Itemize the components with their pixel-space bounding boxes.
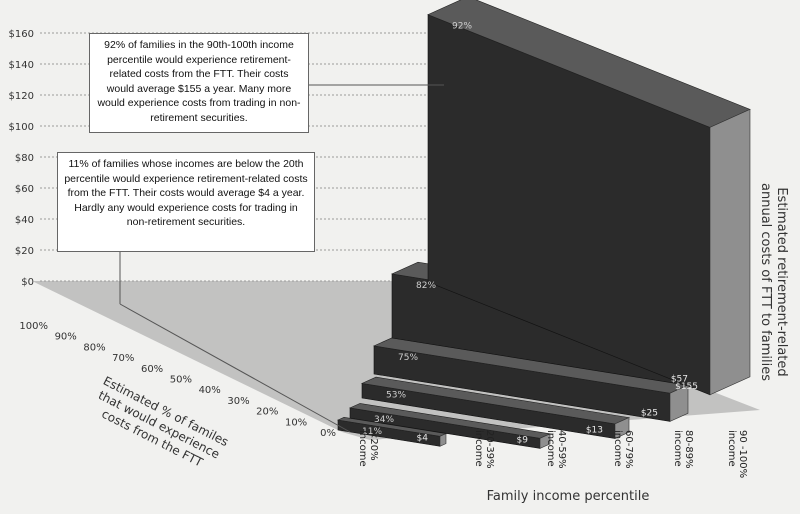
category-label-line: 60-79% xyxy=(623,430,634,469)
bar-side xyxy=(709,108,751,396)
depth-tick-label: 90% xyxy=(55,332,77,343)
value-label: $57 xyxy=(671,374,688,384)
bar-side xyxy=(614,417,630,439)
percent-label: 92% xyxy=(452,22,472,32)
category-label: 60-79%income xyxy=(612,430,634,469)
category-label-line: 90 -100% xyxy=(737,430,748,478)
value-label: $9 xyxy=(517,435,529,445)
percent-label: 53% xyxy=(386,390,406,400)
depth-tick-label: 0% xyxy=(320,428,336,439)
depth-tick-label: 30% xyxy=(227,396,249,407)
category-label-line: income xyxy=(726,430,737,467)
y-tick-label: $140 xyxy=(9,60,34,71)
bar-side xyxy=(439,433,447,447)
y-tick-label: $160 xyxy=(9,29,34,40)
category-label-line: income xyxy=(357,430,368,467)
percent-label: 75% xyxy=(398,353,418,363)
annotation-bottom: 11% of families whose incomes are below … xyxy=(57,152,315,252)
depth-tick-label: 100% xyxy=(19,321,48,332)
y-axis-title-line: annual costs of FTT to families xyxy=(758,183,773,381)
y-tick-label: $60 xyxy=(15,184,34,195)
callout-leader-bottom-diag xyxy=(119,303,351,433)
y-tick-label: $40 xyxy=(15,215,34,226)
depth-tick-label: 50% xyxy=(170,375,192,386)
percent-label: 34% xyxy=(374,415,394,425)
category-label-line: income xyxy=(545,430,556,467)
depth-tick-label: 60% xyxy=(141,364,163,375)
labels: $411%$934%$1353%$2575%$5782%$15592%<20%i… xyxy=(119,22,748,478)
depth-tick-label: 70% xyxy=(112,353,134,364)
bars xyxy=(336,0,751,449)
value-label: $4 xyxy=(417,433,429,443)
depth-tick-label: 40% xyxy=(199,385,221,396)
bar-side xyxy=(669,384,689,422)
y-tick-label: $100 xyxy=(9,122,34,133)
category-label-line: income xyxy=(672,430,683,467)
y-tick-label: $0 xyxy=(21,277,34,288)
category-label-line: <20% xyxy=(368,430,379,461)
annotation-top: 92% of families in the 90th-100th income… xyxy=(89,33,309,133)
percent-label: 82% xyxy=(416,281,436,291)
category-label-line: 40-59% xyxy=(556,430,567,469)
category-label: <20%income xyxy=(357,430,379,467)
bar-side xyxy=(539,433,551,449)
value-label: $13 xyxy=(586,425,603,435)
y-tick-label: $80 xyxy=(15,153,34,164)
percent-label: 11% xyxy=(362,427,382,437)
y-axis-title-line: Estimated retirement-related xyxy=(774,187,789,376)
depth-tick-label: 20% xyxy=(256,407,278,418)
depth-tick-label: 80% xyxy=(83,342,105,353)
category-label-line: income xyxy=(473,430,484,467)
category-label-line: 80-89% xyxy=(683,430,694,469)
category-label-line: income xyxy=(612,430,623,467)
y-tick-label: $20 xyxy=(15,246,34,257)
x-axis-title: Family income percentile xyxy=(487,489,650,504)
category-label: 20-39%income xyxy=(473,430,495,469)
value-label: $155 xyxy=(675,382,698,392)
category-label: 90 -100%income xyxy=(726,430,748,478)
category-label: 40-59%income xyxy=(545,430,567,469)
category-label: 80-89%income xyxy=(672,430,694,469)
y-tick-label: $120 xyxy=(9,91,34,102)
category-label-line: 20-39% xyxy=(484,430,495,469)
depth-tick-label: 10% xyxy=(285,417,307,428)
value-label: $25 xyxy=(641,408,658,418)
y-axis-title: Estimated retirement-relatedannual costs… xyxy=(758,183,789,381)
